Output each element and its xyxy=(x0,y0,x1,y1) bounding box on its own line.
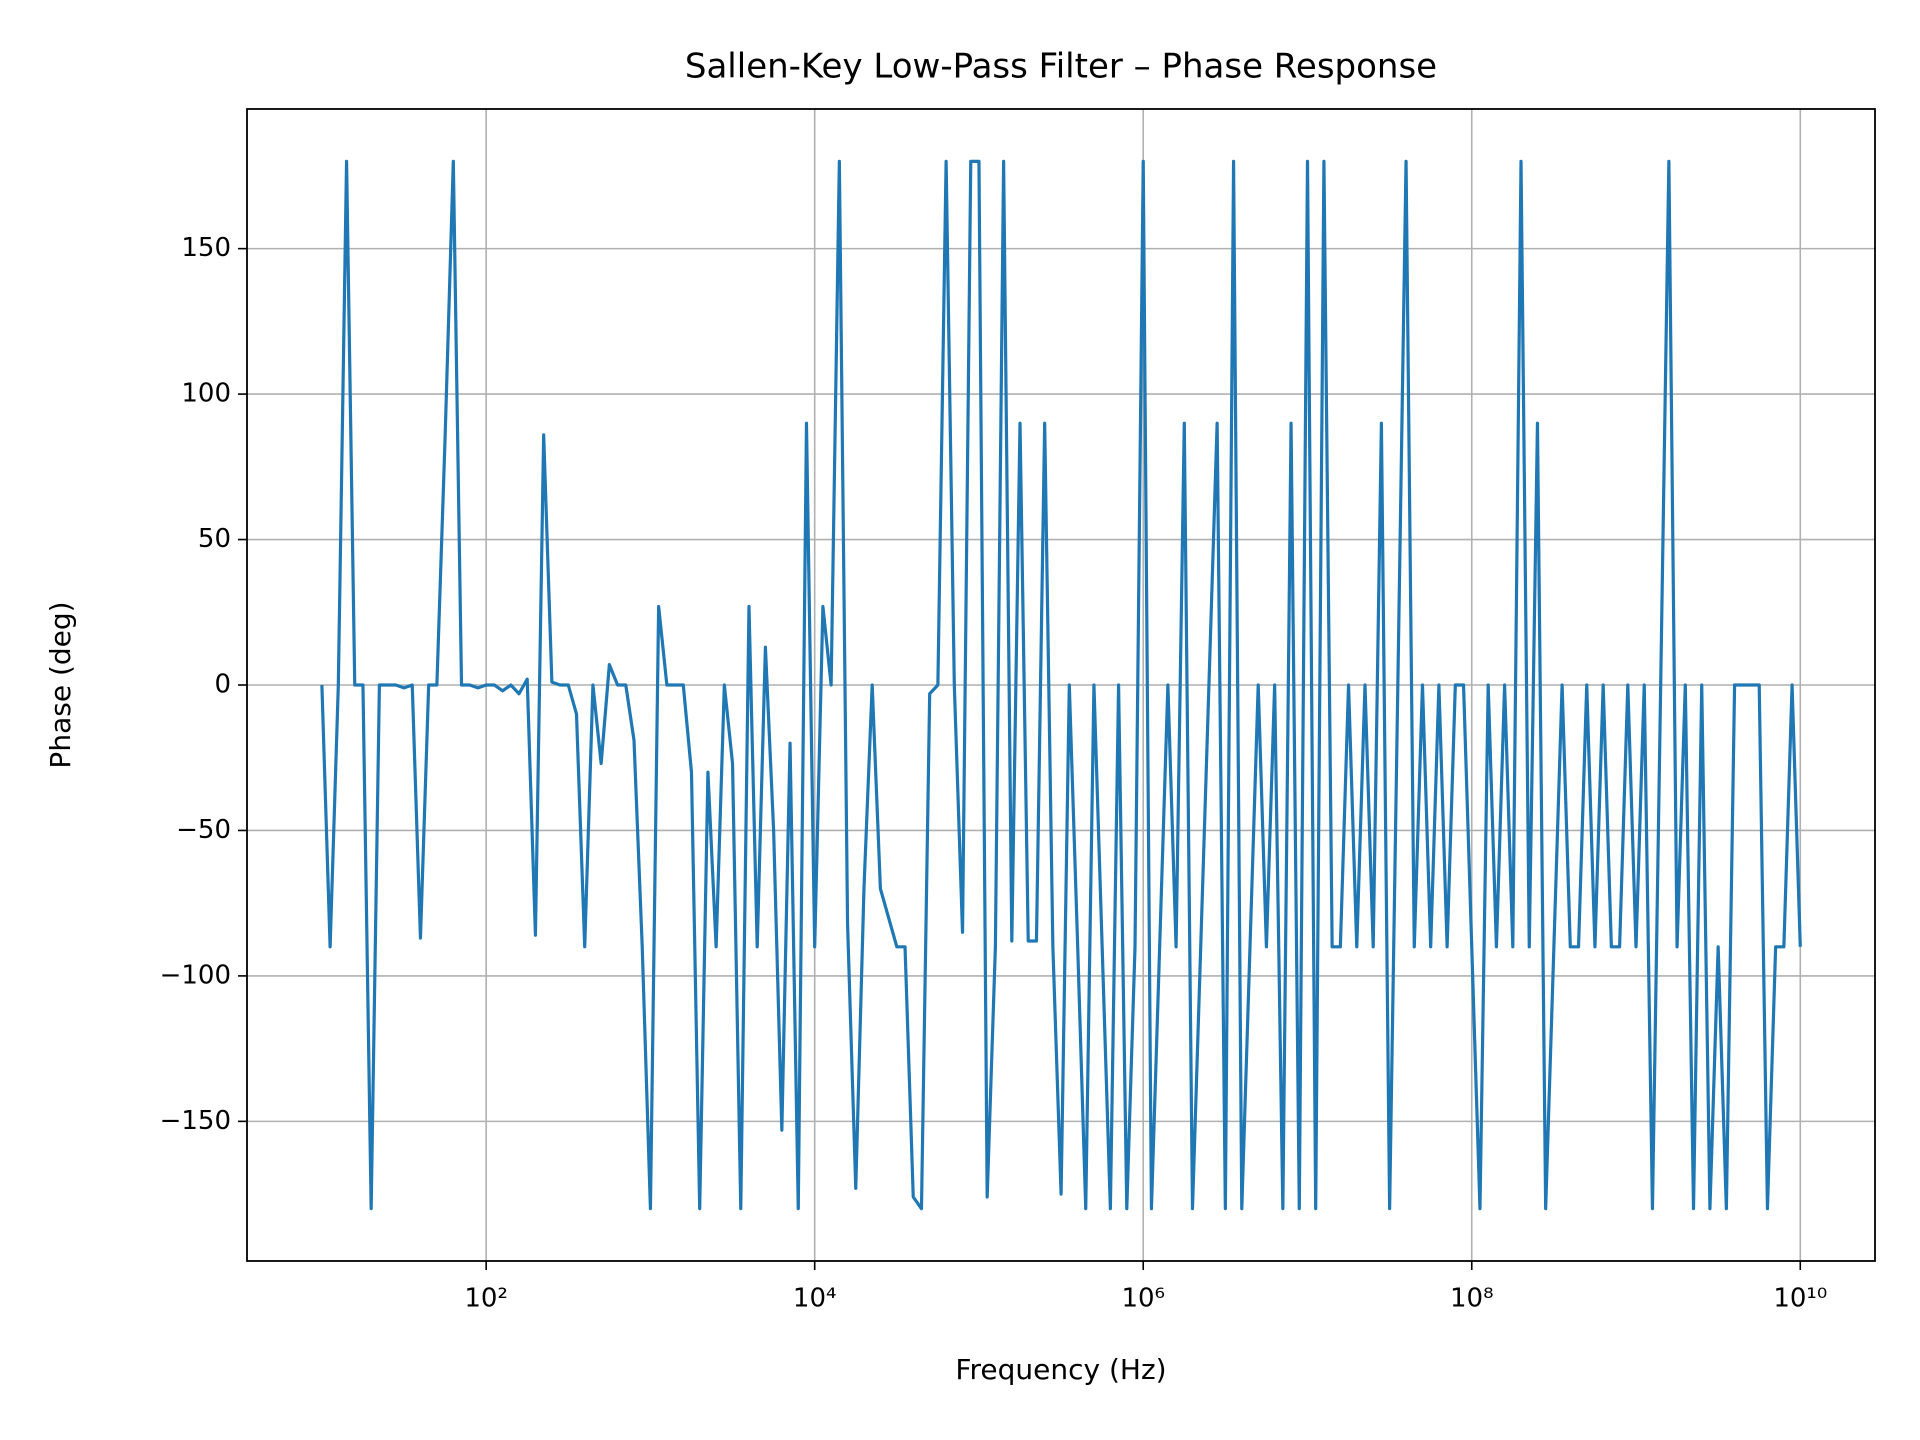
x-tick-label: 10⁴ xyxy=(793,1284,837,1314)
y-tick-label: −100 xyxy=(160,960,231,990)
y-tick-label: 0 xyxy=(214,670,231,700)
y-tick-label: 100 xyxy=(181,379,231,409)
plot xyxy=(320,159,1802,1211)
x-tick-label: 10⁸ xyxy=(1450,1284,1494,1314)
y-tick-label: −150 xyxy=(160,1106,231,1136)
x-tick-label: 10⁶ xyxy=(1121,1284,1165,1314)
x-tick-label: 10² xyxy=(464,1284,508,1314)
y-tick-label: 150 xyxy=(181,233,231,263)
y-tick-label: −50 xyxy=(176,815,231,845)
y-tick-label: 50 xyxy=(198,524,231,554)
x-tick-label: 10¹⁰ xyxy=(1773,1284,1827,1314)
x-axis-label: Frequency (Hz) xyxy=(955,1353,1166,1386)
chart-title: Sallen-Key Low-Pass Filter – Phase Respo… xyxy=(685,47,1437,87)
data-line xyxy=(320,159,1802,1211)
y-axis-label: Phase (deg) xyxy=(44,601,77,768)
